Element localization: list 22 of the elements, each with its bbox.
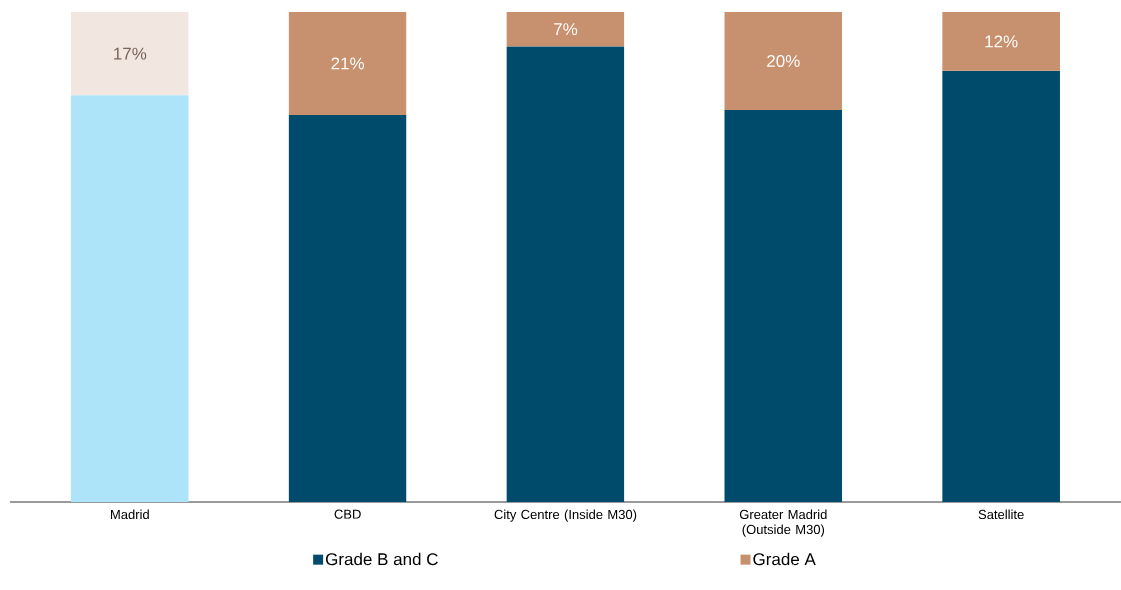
data-label: 12%	[985, 35, 1018, 48]
data-label: 17%	[114, 47, 147, 60]
data-label: 20%	[767, 54, 800, 68]
bar	[506, 12, 625, 47]
bar	[288, 12, 407, 115]
bar	[942, 12, 1060, 71]
bar	[724, 110, 843, 502]
x-tick-label: Greater Madrid (Outside M30)	[739, 509, 827, 537]
bar	[71, 95, 189, 502]
bar	[71, 12, 189, 96]
bar	[288, 114, 407, 502]
x-tick-label: CBD	[334, 509, 361, 519]
bar	[724, 12, 843, 110]
data-label: 21%	[331, 57, 365, 70]
bar	[942, 70, 1060, 502]
bar	[506, 46, 625, 502]
x-tick-label: City Centre (Inside M30)	[494, 509, 637, 522]
data-label: 7%	[554, 23, 578, 36]
x-tick-label: Satellite	[978, 509, 1024, 520]
x-tick-label: Madrid	[111, 509, 149, 520]
legend-label: Grade B and C	[325, 552, 438, 566]
legend-label: Grade A	[753, 552, 816, 566]
